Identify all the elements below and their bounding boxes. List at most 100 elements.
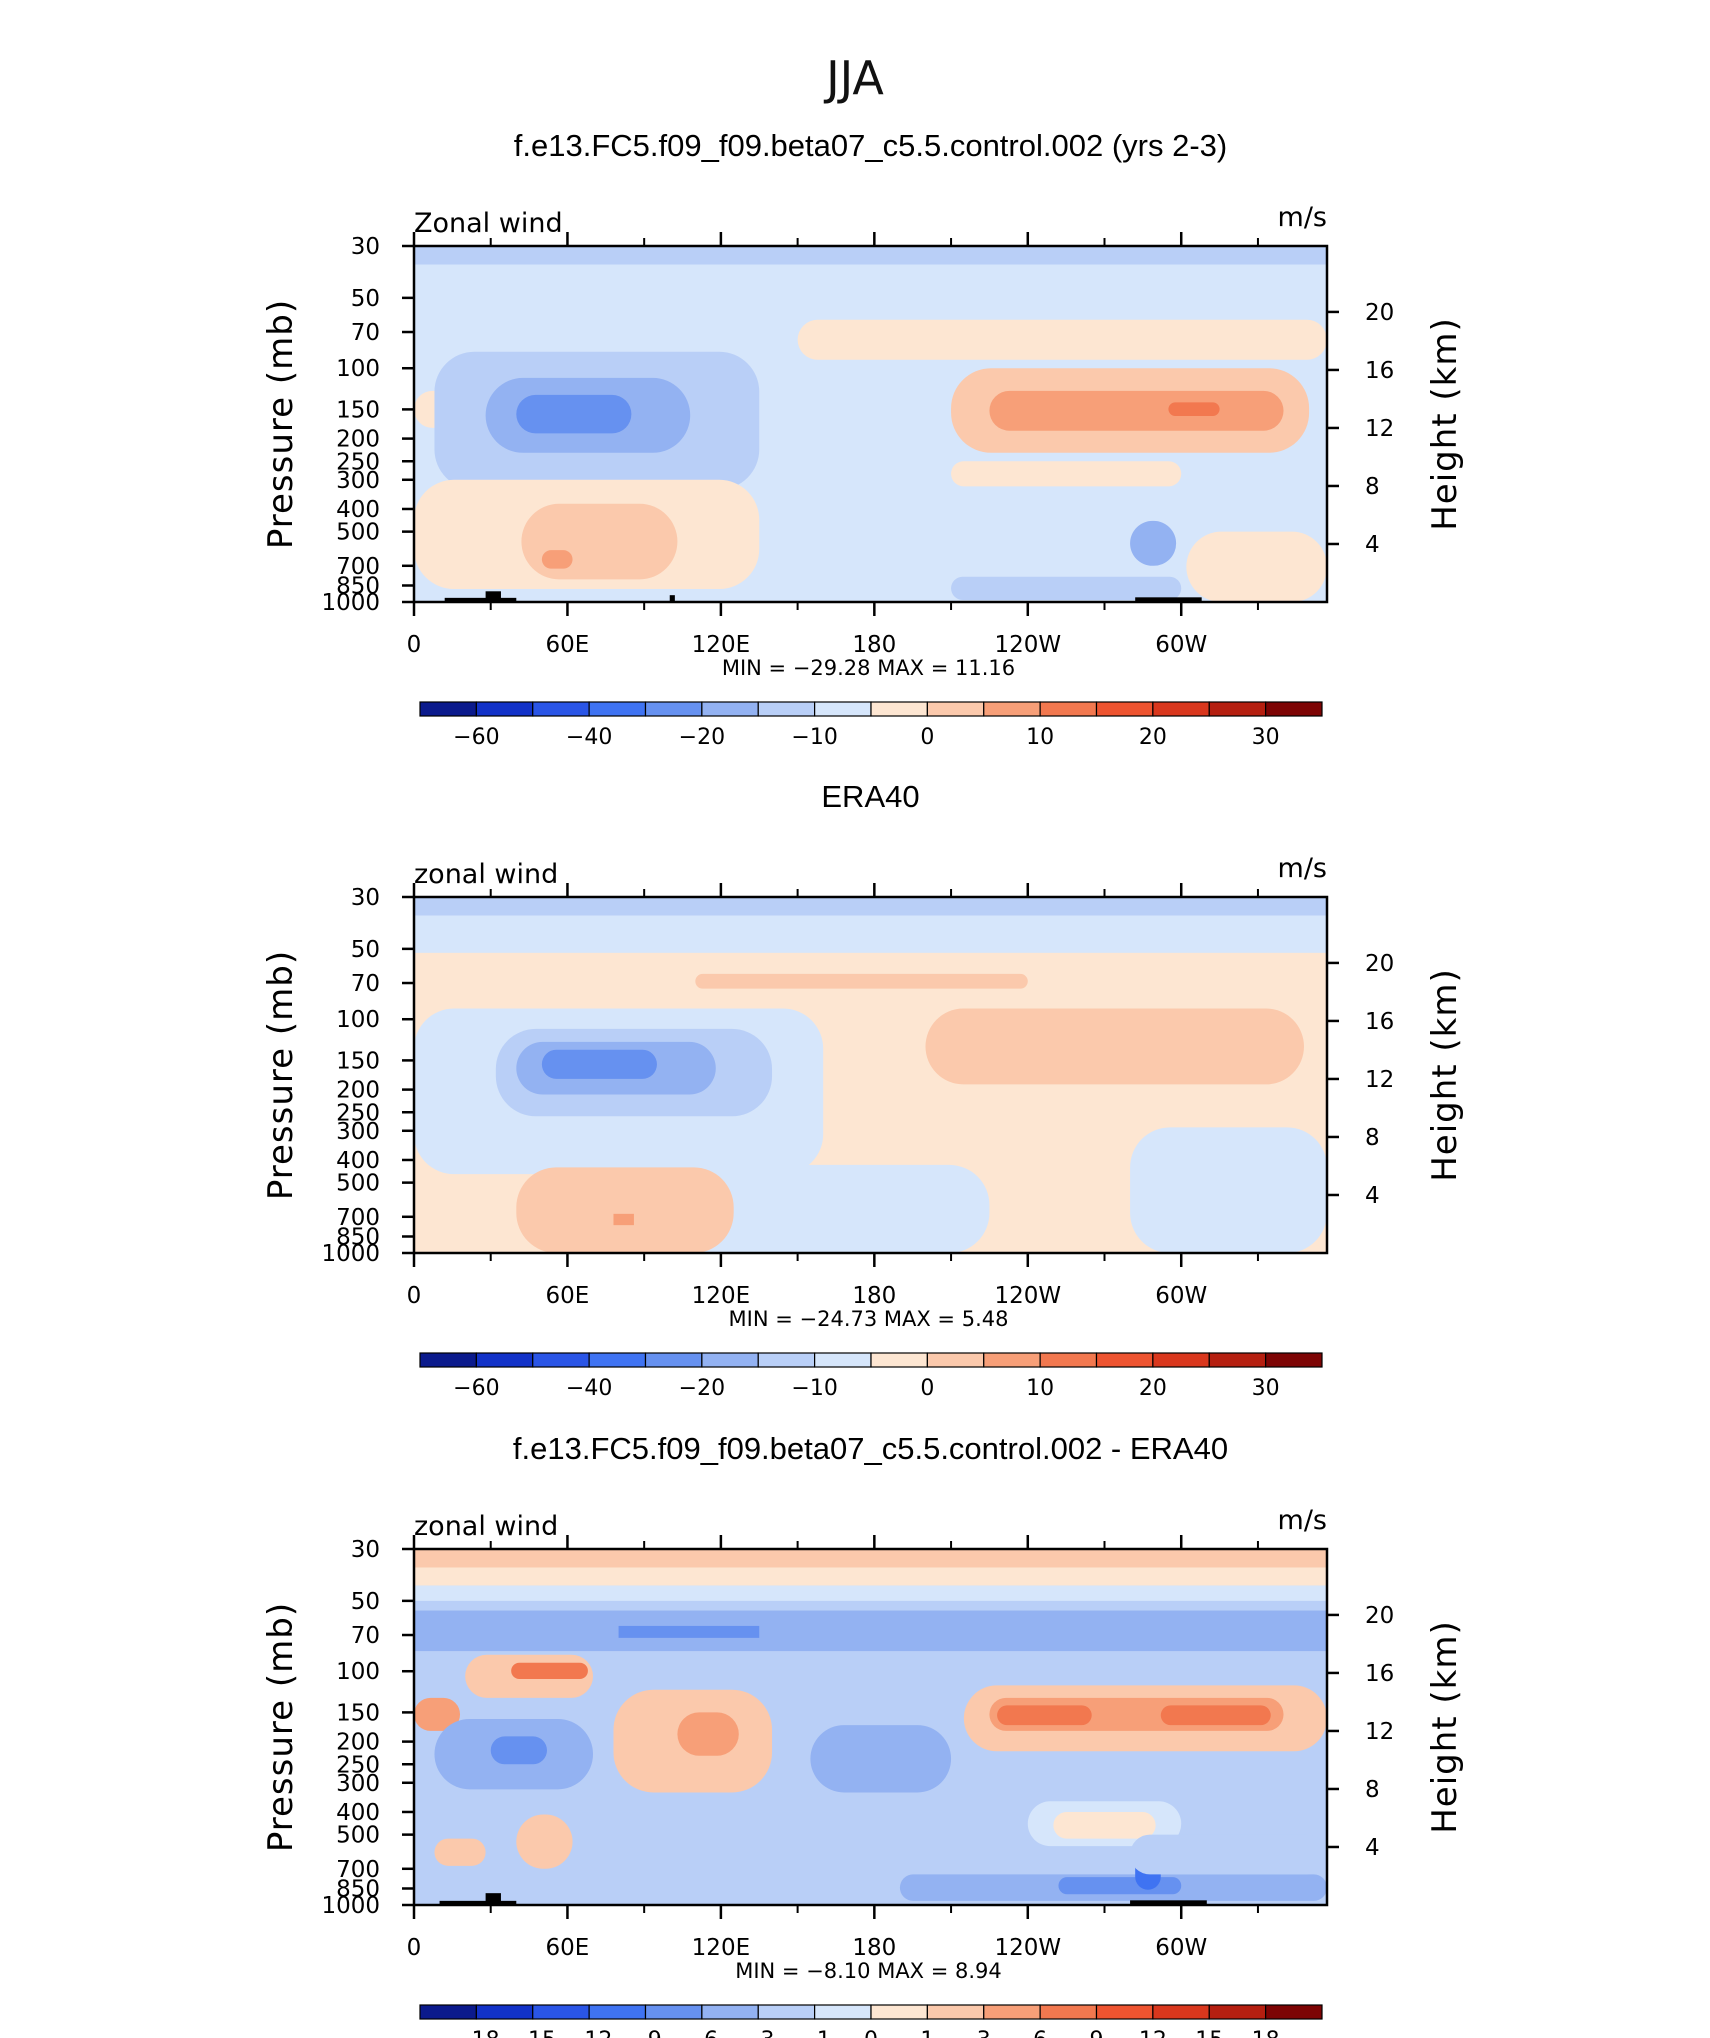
panel-1: f.e13.FC5.f09_f09.beta07_c5.5.control.00… (261, 128, 1465, 750)
colorbar-label: 30 (1252, 1376, 1280, 1401)
x-tick-label: 0 (407, 1283, 422, 1309)
colorbar-swatch (701, 1352, 759, 1368)
plot-frame (412, 895, 1329, 1255)
colorbar: −60 −40 −20 −10 0 10 20 30 (419, 1352, 1323, 1401)
contour-region (677, 1712, 739, 1756)
contour-region (414, 1610, 1327, 1652)
colorbar-swatch (983, 2004, 1041, 2020)
topography (669, 595, 675, 602)
colorbar-swatch (588, 2004, 647, 2020)
topography (439, 1900, 517, 1905)
colorbar-label: 0 (920, 1376, 934, 1401)
contour-region (797, 319, 1327, 360)
colorbar-swatch (814, 701, 872, 717)
colorbar-swatch (1152, 1352, 1210, 1368)
colorbar-swatch (588, 701, 647, 717)
colorbar-swatch (701, 701, 759, 717)
height-tick-label: 16 (1365, 358, 1394, 384)
colorbar-swatch (1095, 701, 1154, 717)
contour-region (695, 973, 1028, 989)
x-tick-label: 180 (852, 1935, 896, 1961)
contour-region (516, 394, 632, 434)
x-tick-label: 120W (994, 632, 1061, 658)
colorbar-label: 15 (1195, 2028, 1223, 2038)
contour-region (521, 503, 678, 580)
contour-region (997, 1705, 1092, 1726)
contour-region (989, 390, 1284, 431)
colorbar-label: −10 (791, 1376, 837, 1401)
colorbar-label: −18 (453, 2028, 499, 2038)
topography (444, 597, 517, 602)
y-tick-label: 850 (336, 1225, 380, 1251)
colorbar: −60 −40 −20 −10 0 10 20 30 (419, 701, 1323, 750)
y-tick-label: 100 (336, 1007, 380, 1033)
min-max-label: MIN = −29.28 MAX = 11.16 (722, 656, 1015, 680)
plot-frame (412, 244, 1329, 604)
colorbar-label: −60 (453, 1376, 499, 1401)
y-tick-label: 200 (336, 1078, 380, 1104)
y-tick-label: 300 (336, 1119, 380, 1145)
panel-title: ERA40 (821, 779, 919, 814)
colorbar-label: 0 (864, 2028, 878, 2038)
y-tick-label: 50 (351, 286, 380, 312)
colorbar-swatch (1265, 701, 1323, 717)
y-tick-label: 50 (351, 1589, 380, 1615)
colorbar-swatch (1208, 701, 1267, 717)
y-tick-label: 700 (336, 1205, 380, 1231)
height-tick-label: 20 (1365, 1603, 1394, 1629)
colorbar-label: 9 (1090, 2028, 1104, 2038)
colorbar-swatch (983, 701, 1041, 717)
colorbar-swatch (814, 1352, 872, 1368)
contour-region (925, 1008, 1304, 1085)
colorbar-swatch (757, 2004, 816, 2020)
contour-region (414, 1549, 1327, 1568)
topography (1135, 597, 1202, 602)
colorbar-swatch (475, 2004, 534, 2020)
colorbar-swatch (1095, 2004, 1154, 2020)
y-tick-label: 200 (336, 427, 380, 453)
x-tick-label: 0 (407, 1935, 422, 1961)
colorbar-label: −1 (798, 2028, 830, 2038)
colorbar-swatch (926, 701, 985, 717)
panel-title: f.e13.FC5.f09_f09.beta07_c5.5.control.00… (513, 1431, 1228, 1466)
panel-title: f.e13.FC5.f09_f09.beta07_c5.5.control.00… (514, 128, 1227, 163)
colorbar-label: 20 (1139, 1376, 1167, 1401)
x-tick-label: 60E (546, 1283, 590, 1309)
contour-region (1130, 1834, 1327, 1875)
colorbar-swatch (644, 2004, 703, 2020)
y-tick-label: 500 (336, 1823, 380, 1849)
colorbar-label: −40 (566, 725, 612, 750)
colorbar-swatch (1095, 1352, 1154, 1368)
colorbar-swatch (926, 1352, 985, 1368)
y-tick-label: 70 (351, 320, 380, 346)
colorbar-swatch (1208, 1352, 1267, 1368)
colorbar-label: 1 (920, 2028, 934, 2038)
colorbar-label: 12 (1139, 2028, 1167, 2038)
height-tick-label: 12 (1365, 1719, 1394, 1745)
min-max-label: MIN = −8.10 MAX = 8.94 (735, 1959, 1002, 1983)
contour-region (951, 461, 1182, 487)
y-tick-label: 250 (336, 1100, 380, 1126)
colorbar-label: 20 (1139, 725, 1167, 750)
height-tick-label: 8 (1365, 1777, 1380, 1803)
y-tick-label: 200 (336, 1730, 380, 1756)
units-label: m/s (1278, 202, 1327, 233)
contour-region (1058, 1877, 1182, 1895)
height-tick-label: 20 (1365, 300, 1394, 326)
panels: f.e13.FC5.f09_f09.beta07_c5.5.control.00… (261, 128, 1465, 2038)
height-tick-label: 12 (1365, 416, 1394, 442)
colorbar-swatch (1152, 701, 1210, 717)
contour-region (516, 1167, 734, 1253)
page-title: JJA (823, 51, 884, 105)
contour-region (516, 1814, 573, 1869)
variable-label: zonal wind (414, 859, 558, 890)
colorbar-label: −6 (686, 2028, 718, 2038)
colorbar: −18 −15 −12 −9 −6 −3 −1 0 1 3 6 9 12 15 18 (419, 2004, 1323, 2038)
contour-fields (414, 897, 1327, 1253)
y-axis-label: Pressure (mb) (261, 950, 301, 1200)
plot-frame (412, 1547, 1329, 1907)
colorbar-swatch (588, 1352, 647, 1368)
colorbar-label: 10 (1026, 725, 1054, 750)
y-axis-label-right: Height (km) (1425, 1620, 1465, 1834)
